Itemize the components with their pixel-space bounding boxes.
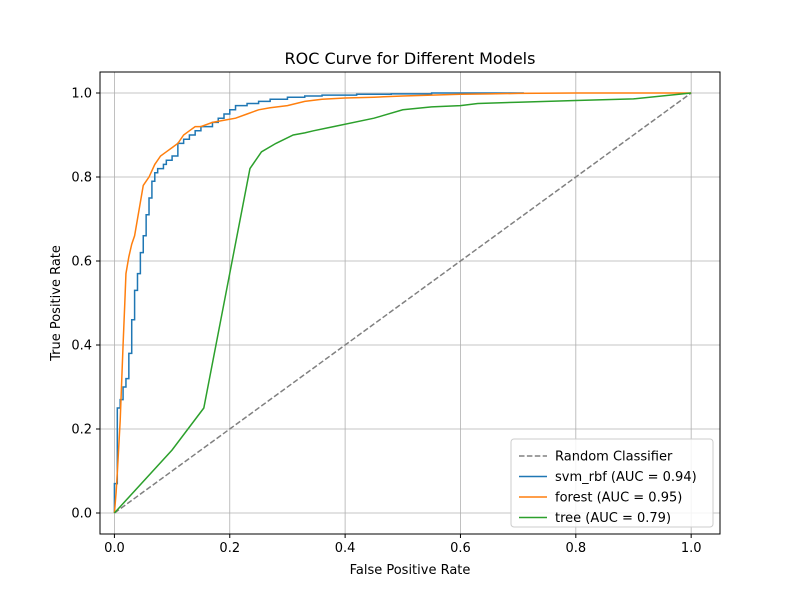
y-tick-label: 0.0: [71, 507, 92, 522]
x-tick-label: 0.0: [104, 541, 125, 556]
legend-label: svm_rbf (AUC = 0.94): [555, 470, 697, 485]
y-tick-label: 1.0: [71, 87, 92, 102]
legend-label: forest (AUC = 0.95): [555, 491, 682, 506]
x-tick-label: 0.2: [219, 541, 240, 556]
series-layer: [113, 92, 692, 514]
x-tick-label: 1.0: [681, 541, 702, 556]
legend-box: [510, 438, 714, 528]
series-line-random: [113, 92, 692, 514]
x-tick-label: 0.4: [335, 541, 356, 556]
legend: Random Classifier svm_rbf (AUC = 0.94) for…: [510, 438, 714, 528]
tick-layer: 0.0 0.2 0.4 0.6 0.8 1.0 0.0 0.2 0.4 0.6 0.8 1.0: [71, 87, 701, 557]
legend-label: tree (AUC = 0.79): [555, 511, 671, 526]
y-tick-label: 0.8: [71, 171, 92, 186]
x-axis-label: False Positive Rate: [350, 563, 471, 578]
x-tick-label: 0.8: [565, 541, 586, 556]
series-line-forest: [113, 92, 692, 514]
series-line-svm_rbf: [113, 92, 524, 513]
series-line-tree: [113, 92, 692, 514]
x-tick-label: 0.6: [450, 541, 471, 556]
chart-title: ROC Curve for Different Models: [285, 49, 536, 68]
plot-frame: [99, 71, 721, 535]
y-tick-label: 0.2: [71, 423, 92, 438]
legend-label: Random Classifier: [555, 450, 673, 465]
y-tick-label: 0.4: [71, 339, 92, 354]
y-axis-label: True Positive Rate: [49, 245, 64, 362]
grid-layer: [100, 72, 720, 534]
y-tick-label: 0.6: [71, 255, 92, 270]
